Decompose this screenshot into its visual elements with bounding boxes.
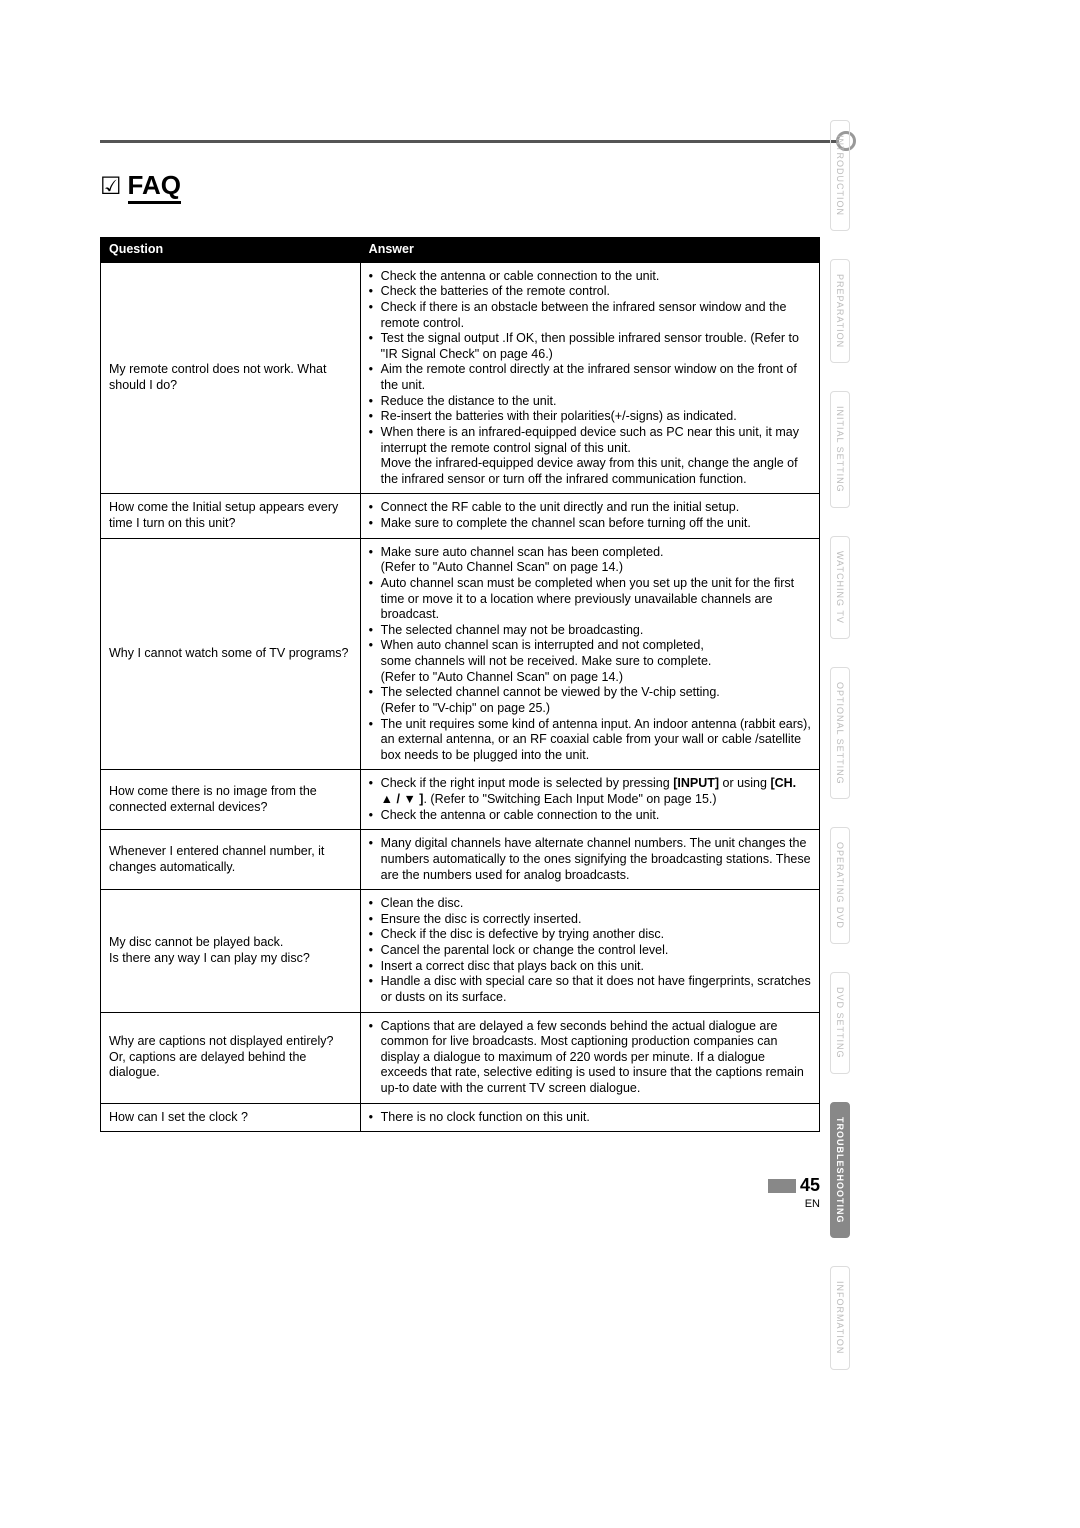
answer-cell: Check the antenna or cable connection to…	[360, 262, 819, 494]
answer-cell: Clean the disc.Ensure the disc is correc…	[360, 890, 819, 1012]
table-row: How can I set the clock ?There is no clo…	[101, 1103, 820, 1132]
header-question: Question	[101, 238, 361, 263]
section-tabs: INTRODUCTION PREPARATION INITIAL SETTING WA…	[830, 120, 870, 1150]
section-tab[interactable]: WATCHING TV	[830, 536, 850, 639]
table-row: My remote control does not work. What sh…	[101, 262, 820, 494]
section-tab[interactable]: TROUBLESHOOTING	[830, 1102, 850, 1239]
section-tab[interactable]: INITIAL SETTING	[830, 391, 850, 508]
table-row: How come the Initial setup appears every…	[101, 494, 820, 538]
section-tab[interactable]: INFORMATION	[830, 1266, 850, 1369]
question-cell: How can I set the clock ?	[101, 1103, 361, 1132]
table-row: Why are captions not displayed entirely?…	[101, 1012, 820, 1103]
page-title: FAQ	[128, 170, 181, 204]
question-cell: Why I cannot watch some of TV programs?	[101, 538, 361, 770]
page-title-wrap: ☑ FAQ	[100, 170, 181, 204]
section-tab[interactable]: PREPARATION	[830, 259, 850, 363]
answer-cell: Connect the RF cable to the unit directl…	[360, 494, 819, 538]
answer-cell: Make sure auto channel scan has been com…	[360, 538, 819, 770]
check-icon: ☑	[100, 175, 122, 199]
answer-cell: There is no clock function on this unit.	[360, 1103, 819, 1132]
question-cell: My disc cannot be played back.Is there a…	[101, 890, 361, 1012]
page-footer: 45 EN	[100, 1175, 820, 1210]
section-tab[interactable]: OPERATING DVD	[830, 827, 850, 944]
section-tab[interactable]: INTRODUCTION	[830, 120, 850, 231]
section-tab[interactable]: OPTIONAL SETTING	[830, 667, 850, 800]
question-cell: How come there is no image from the conn…	[101, 770, 361, 830]
footer-accent	[768, 1179, 796, 1193]
table-row: Whenever I entered channel number, it ch…	[101, 830, 820, 890]
answer-cell: Captions that are delayed a few seconds …	[360, 1012, 819, 1103]
question-cell: Whenever I entered channel number, it ch…	[101, 830, 361, 890]
answer-cell: Check if the right input mode is selecte…	[360, 770, 819, 830]
top-rule	[100, 140, 845, 143]
page-number: 45	[800, 1175, 820, 1196]
question-cell: My remote control does not work. What sh…	[101, 262, 361, 494]
faq-table: Question Answer My remote control does n…	[100, 237, 820, 1132]
answer-cell: Many digital channels have alternate cha…	[360, 830, 819, 890]
header-answer: Answer	[360, 238, 819, 263]
table-row: Why I cannot watch some of TV programs?M…	[101, 538, 820, 770]
question-cell: How come the Initial setup appears every…	[101, 494, 361, 538]
table-row: How come there is no image from the conn…	[101, 770, 820, 830]
table-row: My disc cannot be played back.Is there a…	[101, 890, 820, 1012]
question-cell: Why are captions not displayed entirely?…	[101, 1012, 361, 1103]
page-lang: EN	[100, 1198, 820, 1210]
section-tab[interactable]: DVD SETTING	[830, 972, 850, 1074]
